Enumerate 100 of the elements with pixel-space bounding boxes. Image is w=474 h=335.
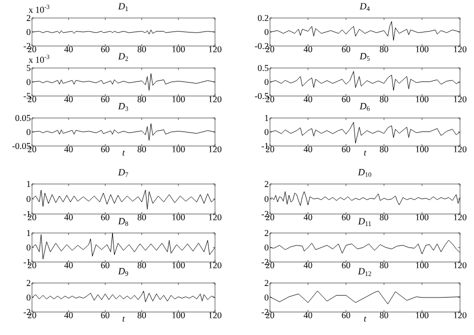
line-series — [32, 232, 216, 260]
x-tick-label: 80 — [138, 96, 146, 102]
line-series — [270, 122, 460, 144]
chart-title: D$_{2}$ — [118, 53, 128, 61]
chart-title: D$_{3}$ — [118, 103, 128, 111]
x-tick-label: 120 — [454, 96, 466, 102]
x-tick-label: 100 — [416, 262, 428, 268]
y-tick-label: 0 — [26, 196, 30, 202]
x-tick-label: 100 — [172, 214, 185, 220]
y-tick-label: 5 — [26, 65, 30, 71]
x-tick-label: 60 — [342, 312, 350, 318]
x-tick-label: 120 — [454, 262, 466, 268]
x-tick-label: 100 — [416, 214, 428, 220]
y-tick-label: 0.5 — [258, 64, 268, 72]
y-tick-label: 0 — [264, 196, 268, 202]
x-tick-label: 60 — [101, 96, 110, 102]
x-tick-label: 80 — [138, 312, 146, 318]
y-tick-label: 0 — [264, 28, 268, 36]
x-tick-label: 80 — [138, 46, 146, 52]
x-tick-label: 40 — [304, 312, 312, 318]
y-tick-label: 0 — [264, 78, 268, 86]
x-tick-label: 40 — [304, 46, 312, 52]
chart-title: D$_{5}$ — [360, 53, 370, 61]
chart-title: D$_{8}$ — [118, 218, 128, 226]
x-tick-label: 80 — [380, 214, 388, 220]
x-axis-title: t — [364, 316, 366, 322]
y-tick-label: 0 — [26, 128, 30, 136]
y-tick-label: 0 — [26, 244, 30, 251]
y-tick-label: 1 — [265, 115, 268, 121]
chart-title: D$_{1}$ — [118, 3, 128, 11]
x-tick-label: 120 — [209, 214, 222, 220]
text: x 10$^{-3}$ — [28, 54, 50, 63]
x-tick-label: 80 — [380, 262, 388, 268]
x-tick-label: 60 — [101, 46, 110, 52]
y-tick-label: 0.05 — [15, 114, 30, 122]
x-tick-label: 60 — [342, 146, 350, 152]
y-tick-label: 0 — [264, 128, 268, 136]
x-axis-title: t — [122, 316, 125, 322]
x-tick-label: 100 — [172, 312, 185, 318]
y-tick-label: 0.2 — [258, 14, 268, 22]
x-tick-label: 40 — [304, 214, 312, 220]
x-tick-label: 120 — [454, 46, 466, 52]
chart-title: D$_{12}$ — [358, 268, 372, 276]
x-tick-label: 40 — [64, 46, 73, 52]
y-tick-label: 0 — [264, 294, 268, 301]
x-tick-label: 120 — [209, 146, 222, 152]
x-tick-label: 40 — [64, 146, 73, 152]
chart-title: D$_{6}$ — [360, 103, 370, 111]
y-tick-label: 2 — [264, 280, 268, 286]
y-tick-label: 1 — [27, 230, 30, 236]
x-tick-label: 40 — [64, 96, 73, 102]
x-tick-label: 40 — [64, 312, 73, 318]
x-tick-label: 60 — [101, 146, 110, 152]
chart-title: D$_{11}$ — [358, 218, 371, 226]
x-tick-label: 80 — [138, 146, 146, 152]
x-tick-label: 100 — [172, 146, 185, 152]
x-tick-label: 100 — [172, 96, 185, 102]
x-tick-label: 60 — [342, 262, 350, 268]
chart-title: D$_{4}$ — [360, 3, 370, 11]
x-tick-label: 100 — [416, 46, 428, 52]
x-axis-title: t — [122, 150, 125, 156]
x-tick-label: 80 — [138, 214, 146, 220]
y-tick-label: 2 — [264, 181, 268, 187]
x-tick-label: 120 — [209, 46, 222, 52]
y-tick-label: 2 — [26, 280, 30, 286]
y-tick-label: 0 — [26, 78, 30, 86]
y-tick-label: 2 — [26, 15, 30, 21]
y-tick-label: 2 — [264, 230, 268, 236]
x-tick-label: 120 — [454, 312, 466, 318]
x-axis-title: t — [364, 150, 366, 156]
y-tick-label: 0 — [26, 28, 30, 36]
x-tick-label: 40 — [304, 262, 312, 268]
x-tick-label: 100 — [172, 46, 185, 52]
y-tick-label: 1 — [27, 181, 30, 187]
x-tick-label: 60 — [101, 214, 110, 220]
x-tick-label: 60 — [101, 312, 110, 318]
x-tick-label: 80 — [380, 46, 388, 52]
x-tick-label: 120 — [209, 96, 222, 102]
y-tick-label: 0 — [26, 294, 30, 301]
x-tick-label: 40 — [304, 96, 312, 102]
x-tick-label: 120 — [209, 262, 222, 268]
x-tick-label: 100 — [172, 262, 185, 268]
x-tick-label: 80 — [380, 146, 388, 152]
x-tick-label: 60 — [342, 96, 350, 102]
x-tick-label: 120 — [209, 312, 222, 318]
text: x 10$^{-3}$ — [28, 4, 50, 13]
x-tick-label: 60 — [101, 262, 110, 268]
x-tick-label: 100 — [416, 312, 428, 318]
x-tick-label: 120 — [454, 146, 466, 152]
chart-title: D$_{9}$ — [118, 268, 128, 276]
x-tick-label: 40 — [64, 214, 73, 220]
chart-title: D$_{7}$ — [118, 169, 128, 177]
x-tick-label: 60 — [342, 214, 350, 220]
x-tick-label: 100 — [416, 146, 428, 152]
x-tick-label: 80 — [380, 96, 388, 102]
y-tick-label: 0 — [264, 244, 268, 251]
x-tick-label: 100 — [416, 96, 428, 102]
x-tick-label: 60 — [342, 46, 350, 52]
x-tick-label: 80 — [138, 262, 146, 268]
chart-title: D$_{10}$ — [358, 169, 372, 177]
